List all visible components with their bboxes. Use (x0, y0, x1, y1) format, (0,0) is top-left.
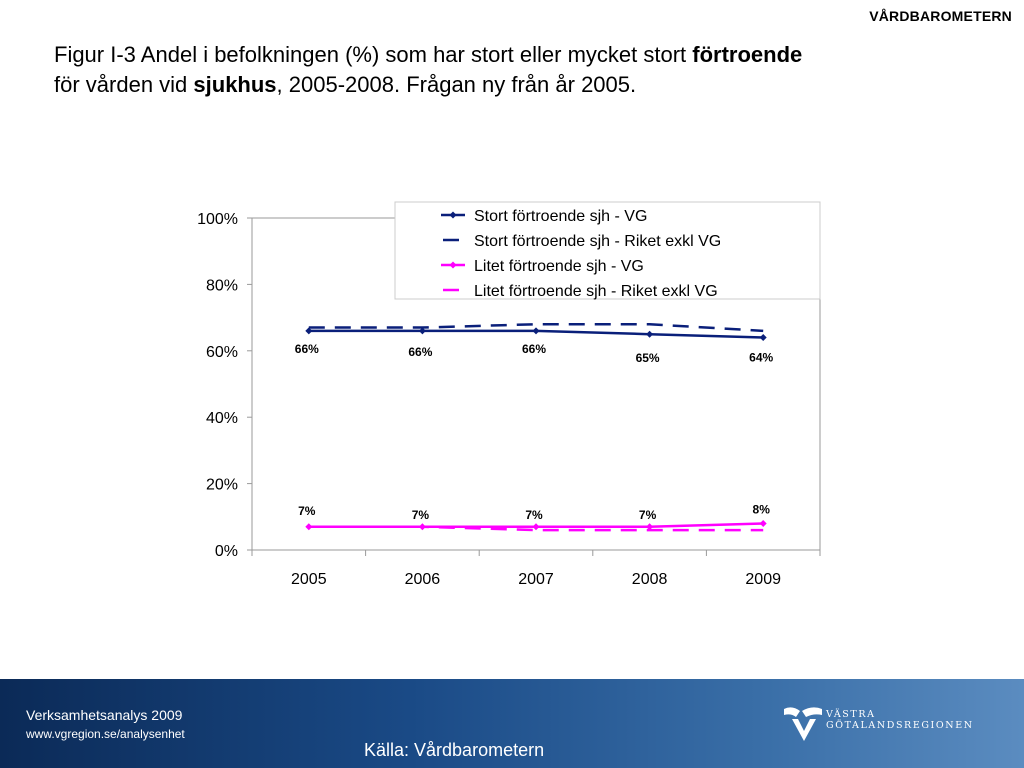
logo-line-2: GÖTALANDSREGIONEN (826, 720, 974, 731)
data-label: 7% (639, 508, 657, 522)
data-label: 66% (408, 345, 432, 359)
data-point (646, 523, 654, 531)
x-tick-label: 2007 (518, 571, 554, 588)
legend-entry: Litet förtroende sjh - VG (474, 258, 644, 275)
title-bold-1: förtroende (692, 42, 803, 67)
footer-bar: Verksamhetsanalys 2009 www.vgregion.se/a… (0, 679, 1024, 768)
title-part-3: , 2005-2008. Frågan ny från år 2005. (276, 72, 637, 97)
data-point (532, 327, 540, 335)
page-title: Figur I-3 Andel i befolkningen (%) som h… (54, 40, 954, 100)
y-tick-label: 80% (206, 277, 238, 294)
footer-link[interactable]: www.vgregion.se/analysenhet (26, 727, 185, 741)
x-tick-label: 2009 (745, 571, 781, 588)
line-chart: 0% 20% 40% 60% 80% 100% 2005 2006 2007 2008 2009 66… (197, 201, 821, 588)
y-tick-label: 60% (206, 344, 238, 361)
data-label: 7% (525, 508, 543, 522)
x-tick-label: 2006 (405, 571, 441, 588)
y-tick-label: 20% (206, 477, 238, 494)
data-label: 7% (412, 508, 430, 522)
vgr-logo: VÄSTRA GÖTALANDSREGIONEN (782, 703, 972, 743)
title-part-2: för vården vid (54, 72, 194, 97)
y-tick-label: 100% (197, 211, 238, 228)
title-part-1: Figur I-3 Andel i befolkningen (%) som h… (54, 42, 693, 67)
logo-line-1: VÄSTRA (826, 709, 876, 720)
source-note: Källa: Vårdbarometern (364, 740, 545, 760)
title-bold-2: sjukhus (193, 72, 277, 97)
x-tick-label: 2008 (632, 571, 668, 588)
data-point (759, 334, 767, 342)
legend-box (394, 201, 821, 300)
legend-marker (449, 261, 457, 269)
brand-label: VÅRDBAROMETERN (869, 8, 1012, 24)
vgr-logo-text: VÄSTRA GÖTALANDSREGIONEN (826, 709, 974, 731)
y-tick-label: 40% (206, 410, 238, 427)
data-label: 66% (295, 342, 319, 356)
data-point (646, 330, 654, 338)
vgr-logo-icon (784, 707, 822, 741)
data-label: 8% (753, 502, 771, 516)
data-label: 7% (298, 504, 316, 518)
data-point (418, 327, 426, 335)
legend-marker (449, 211, 457, 219)
legend-entry: Stort förtroende sjh - Riket exkl VG (474, 233, 721, 250)
data-label: 65% (636, 351, 660, 365)
legend-entry: Litet förtroende sjh - Riket exkl VG (474, 283, 718, 300)
series-line (308, 322, 764, 333)
data-label: 66% (522, 342, 546, 356)
legend-entry: Stort förtroende sjh - VG (474, 208, 647, 225)
series-line (308, 525, 764, 532)
y-tick-label: 0% (215, 543, 238, 560)
data-point (305, 327, 313, 335)
x-tick-label: 2005 (291, 571, 327, 588)
footer-title: Verksamhetsanalys 2009 (26, 707, 183, 723)
data-label: 64% (749, 351, 773, 365)
data-point (532, 523, 540, 531)
data-point (759, 519, 767, 527)
